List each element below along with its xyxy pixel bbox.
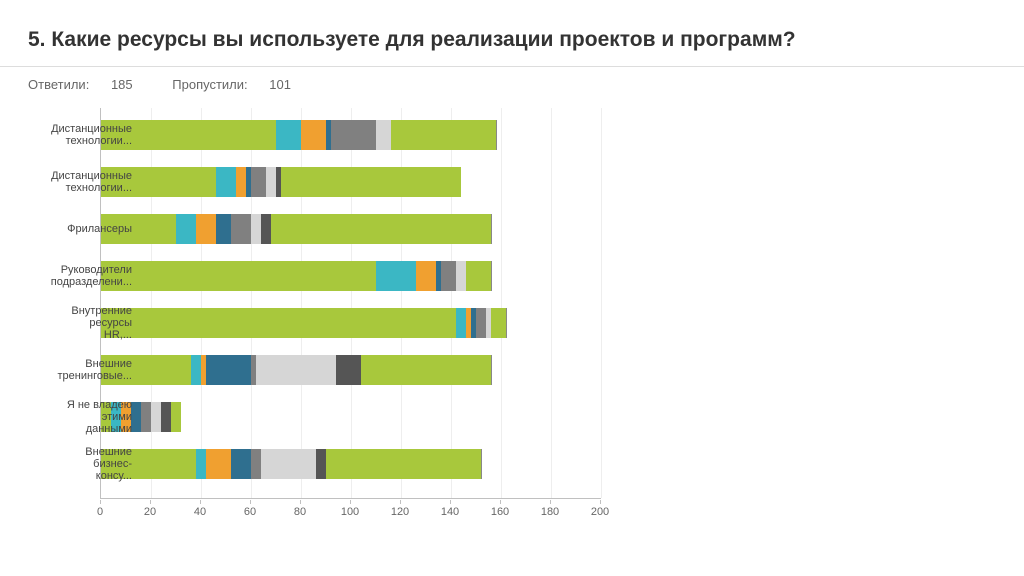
bar-segment [301,120,326,150]
bar-segment [271,214,491,244]
bar-segment [206,449,231,479]
bar-segment [491,308,506,338]
bar-segment [256,355,336,385]
chart-plot-area [100,108,601,499]
resources-chart: 020406080100120140160180200Дистанционные… [100,108,640,538]
bar-segment [276,120,301,150]
chart-bar-row [101,402,601,432]
bar-segment [441,261,456,291]
x-axis-tick [500,500,501,504]
chart-bar-row [101,355,601,385]
chart-bar-row [101,167,601,197]
bar-end-tick [506,308,507,338]
bar-segment [171,402,181,432]
bar-segment [206,355,251,385]
bar-segment [101,261,376,291]
bar-segment [326,449,481,479]
bar-segment [196,449,206,479]
bar-segment [216,167,236,197]
x-axis-tick [250,500,251,504]
bar-segment [266,167,276,197]
bar-segment [456,308,466,338]
question-title: 5. Какие ресурсы вы используете для реал… [0,0,1024,67]
x-axis-tick [200,500,201,504]
x-axis-tick [400,500,401,504]
bar-segment [236,167,246,197]
bar-segment [261,214,271,244]
x-axis-tick [550,500,551,504]
x-axis-label: 200 [591,506,609,518]
bar-end-tick [481,449,482,479]
bar-segment [281,167,461,197]
bar-segment [191,355,201,385]
bar-segment [361,355,491,385]
bar-segment [251,167,266,197]
category-label: Руководителиподразделени... [46,264,132,288]
response-stats: Ответили: 185 Пропустили: 101 [0,67,1024,102]
bar-segment [456,261,466,291]
answered-label: Ответили: [28,77,89,92]
bar-segment [416,261,436,291]
x-axis-label: 60 [244,506,256,518]
chart-bar-row [101,449,601,479]
category-label: Дистанционныетехнологии... [46,170,132,194]
bar-segment [231,214,251,244]
category-label: Я не владеюэтимиданными [46,399,132,435]
bar-segment [101,308,456,338]
bar-segment [161,402,171,432]
x-axis-label: 0 [97,506,103,518]
skipped-label: Пропустили: [172,77,247,92]
x-axis-tick [100,500,101,504]
bar-segment [231,449,251,479]
bar-segment [196,214,216,244]
x-axis-tick [350,500,351,504]
bar-segment [141,402,151,432]
chart-bar-row [101,261,601,291]
skipped-value: 101 [269,77,291,92]
category-label: Внешниетренинговые... [46,358,132,382]
x-axis-tick [600,500,601,504]
bar-end-tick [491,261,492,291]
bar-segment [251,214,261,244]
chart-bar-row [101,214,601,244]
bar-end-tick [491,214,492,244]
x-axis-label: 140 [441,506,459,518]
bar-segment [391,120,496,150]
chart-bar-row [101,120,601,150]
x-axis-tick [300,500,301,504]
bar-segment [476,308,486,338]
bar-segment [336,355,361,385]
bar-segment [331,120,376,150]
bar-end-tick [491,355,492,385]
x-axis-label: 160 [491,506,509,518]
x-axis-label: 40 [194,506,206,518]
bar-segment [216,214,231,244]
x-axis-label: 20 [144,506,156,518]
chart-bar-row [101,308,601,338]
bar-segment [261,449,316,479]
x-axis-label: 80 [294,506,306,518]
bar-segment [251,449,261,479]
x-axis-label: 180 [541,506,559,518]
bar-segment [131,402,141,432]
chart-gridline [601,108,602,498]
category-label: Дистанционныетехнологии... [46,123,132,147]
bar-segment [316,449,326,479]
x-axis-tick [450,500,451,504]
answered-value: 185 [111,77,133,92]
bar-end-tick [496,120,497,150]
category-label: Фрилансеры [46,223,132,235]
bar-segment [151,402,161,432]
x-axis-label: 100 [341,506,359,518]
bar-segment [376,120,391,150]
bar-segment [466,261,491,291]
bar-segment [176,214,196,244]
category-label: Внешниебизнес-консу... [46,446,132,482]
x-axis-label: 120 [391,506,409,518]
x-axis-tick [150,500,151,504]
category-label: ВнутренниересурсыHR,... [46,305,132,341]
bar-segment [376,261,416,291]
